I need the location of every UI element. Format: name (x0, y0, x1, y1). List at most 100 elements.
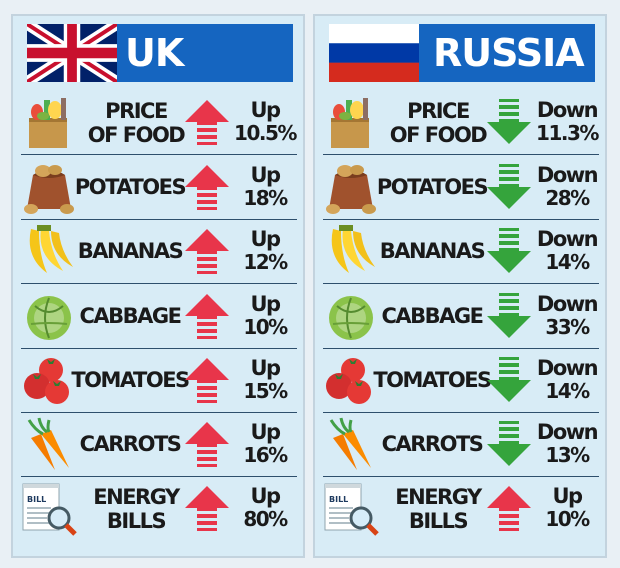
change-percent: 16% (243, 443, 288, 467)
arrow-down-icon (487, 357, 531, 402)
row-divider (323, 219, 599, 220)
grocery-bag-icon (331, 98, 369, 148)
arrow-up-icon (185, 486, 229, 531)
change-direction: Down (536, 292, 599, 316)
change-direction: Up (250, 227, 281, 251)
change-value: Up 10% (535, 485, 599, 531)
arrow-down-icon (487, 421, 531, 466)
arrow-down-icon (487, 164, 531, 209)
item-name-line: ENERGY (395, 485, 482, 509)
row-divider (21, 476, 297, 477)
arrow-down-icon (487, 228, 531, 273)
item-name: ENERGY BILLS (81, 485, 191, 533)
row-divider (21, 348, 297, 349)
carrots-icon (329, 417, 371, 470)
change-direction: Down (536, 356, 599, 380)
item-row: POTATOES Down 28% (323, 157, 599, 217)
change-value: Down 28% (535, 164, 599, 210)
uk-header: UK (27, 24, 293, 82)
change-value: Down 13% (535, 421, 599, 467)
change-value: Up 10% (233, 293, 297, 339)
row-divider (323, 412, 599, 413)
change-percent: 10% (243, 315, 288, 339)
change-percent: 80% (243, 507, 288, 531)
tomatoes-icon (24, 358, 69, 404)
country-label: RUSSIA (433, 31, 585, 75)
change-percent: 28% (545, 186, 590, 210)
carrots-icon (27, 417, 69, 470)
change-percent: 10.5% (234, 121, 297, 145)
row-divider (21, 283, 297, 284)
item-row: TOMATOES Down 14% (323, 350, 599, 410)
row-divider (323, 154, 599, 155)
bill-label: BILL (27, 495, 46, 504)
row-divider (323, 476, 599, 477)
bananas-icon (331, 225, 375, 273)
arrow-up-icon (185, 294, 229, 339)
arrow-up-icon (185, 422, 229, 467)
item-name-line: ENERGY (93, 485, 180, 509)
change-direction: Up (552, 484, 583, 508)
row-divider (21, 412, 297, 413)
change-direction: Down (536, 98, 599, 122)
potatoes-sack-icon (24, 165, 74, 214)
item-row: TOMATOES Up 15% (21, 350, 297, 410)
item-name-line: OF FOOD (87, 123, 186, 147)
item-row: BANANAS Up 12% (21, 221, 297, 281)
change-percent: 15% (243, 379, 288, 403)
item-row: BILL ENERGY BILLS Up 80% (21, 478, 297, 538)
change-percent: 33% (545, 315, 590, 339)
energy-bill-icon: BILL (324, 483, 379, 536)
change-direction: Up (250, 98, 281, 122)
change-direction: Up (250, 292, 281, 316)
item-row: CABBAGE Up 10% (21, 286, 297, 346)
energy-bill-icon: BILL (22, 483, 77, 536)
arrow-down-icon (487, 99, 531, 144)
change-percent: 14% (545, 379, 590, 403)
change-value: Up 15% (233, 357, 297, 403)
item-row: BILL ENERGY BILLS Up 10% (323, 478, 599, 538)
item-row: PRICE OF FOOD Down 11.3% (323, 92, 599, 152)
item-name: ENERGY BILLS (383, 485, 493, 533)
change-value: Up 10.5% (233, 99, 297, 145)
change-value: Up 80% (233, 485, 297, 531)
change-direction: Down (536, 163, 599, 187)
change-value: Up 16% (233, 421, 297, 467)
item-row: PRICE OF FOOD Up 10.5% (21, 92, 297, 152)
item-name-line: PRICE (105, 99, 168, 123)
russia-panel: RUSSIA PRICE OF FOOD Down 11.3% POTATOES Dow… (313, 14, 607, 558)
tomatoes-icon (326, 358, 371, 404)
uk-panel: UK PRICE OF FOOD Up 10.5% POTATOES Up 18% BAN… (11, 14, 305, 558)
change-value: Down 14% (535, 228, 599, 274)
change-direction: Down (536, 420, 599, 444)
change-direction: Down (536, 227, 599, 251)
arrow-up-icon (185, 358, 229, 403)
change-percent: 14% (545, 250, 590, 274)
cabbage-icon (329, 296, 373, 340)
row-divider (323, 348, 599, 349)
arrow-up-icon (185, 229, 229, 274)
row-divider (323, 283, 599, 284)
item-name: CARROTS (79, 432, 182, 456)
item-name: BANANAS (379, 239, 486, 263)
change-value: Up 12% (233, 228, 297, 274)
change-direction: Up (250, 163, 281, 187)
bill-label: BILL (329, 495, 348, 504)
arrow-up-icon (487, 486, 531, 531)
change-value: Down 14% (535, 357, 599, 403)
item-name: TOMATOES (373, 368, 492, 392)
item-name-line: BILLS (106, 509, 167, 533)
change-percent: 12% (243, 250, 288, 274)
row-divider (21, 154, 297, 155)
change-percent: 18% (243, 186, 288, 210)
potatoes-sack-icon (326, 165, 376, 214)
item-row: BANANAS Down 14% (323, 221, 599, 281)
item-name: POTATOES (376, 175, 489, 199)
change-direction: Up (250, 420, 281, 444)
arrow-up-icon (185, 100, 229, 145)
russia-header: RUSSIA (329, 24, 595, 82)
item-row: CARROTS Up 16% (21, 414, 297, 474)
item-name-line: PRICE (407, 99, 470, 123)
bananas-icon (29, 225, 73, 273)
change-direction: Up (250, 484, 281, 508)
